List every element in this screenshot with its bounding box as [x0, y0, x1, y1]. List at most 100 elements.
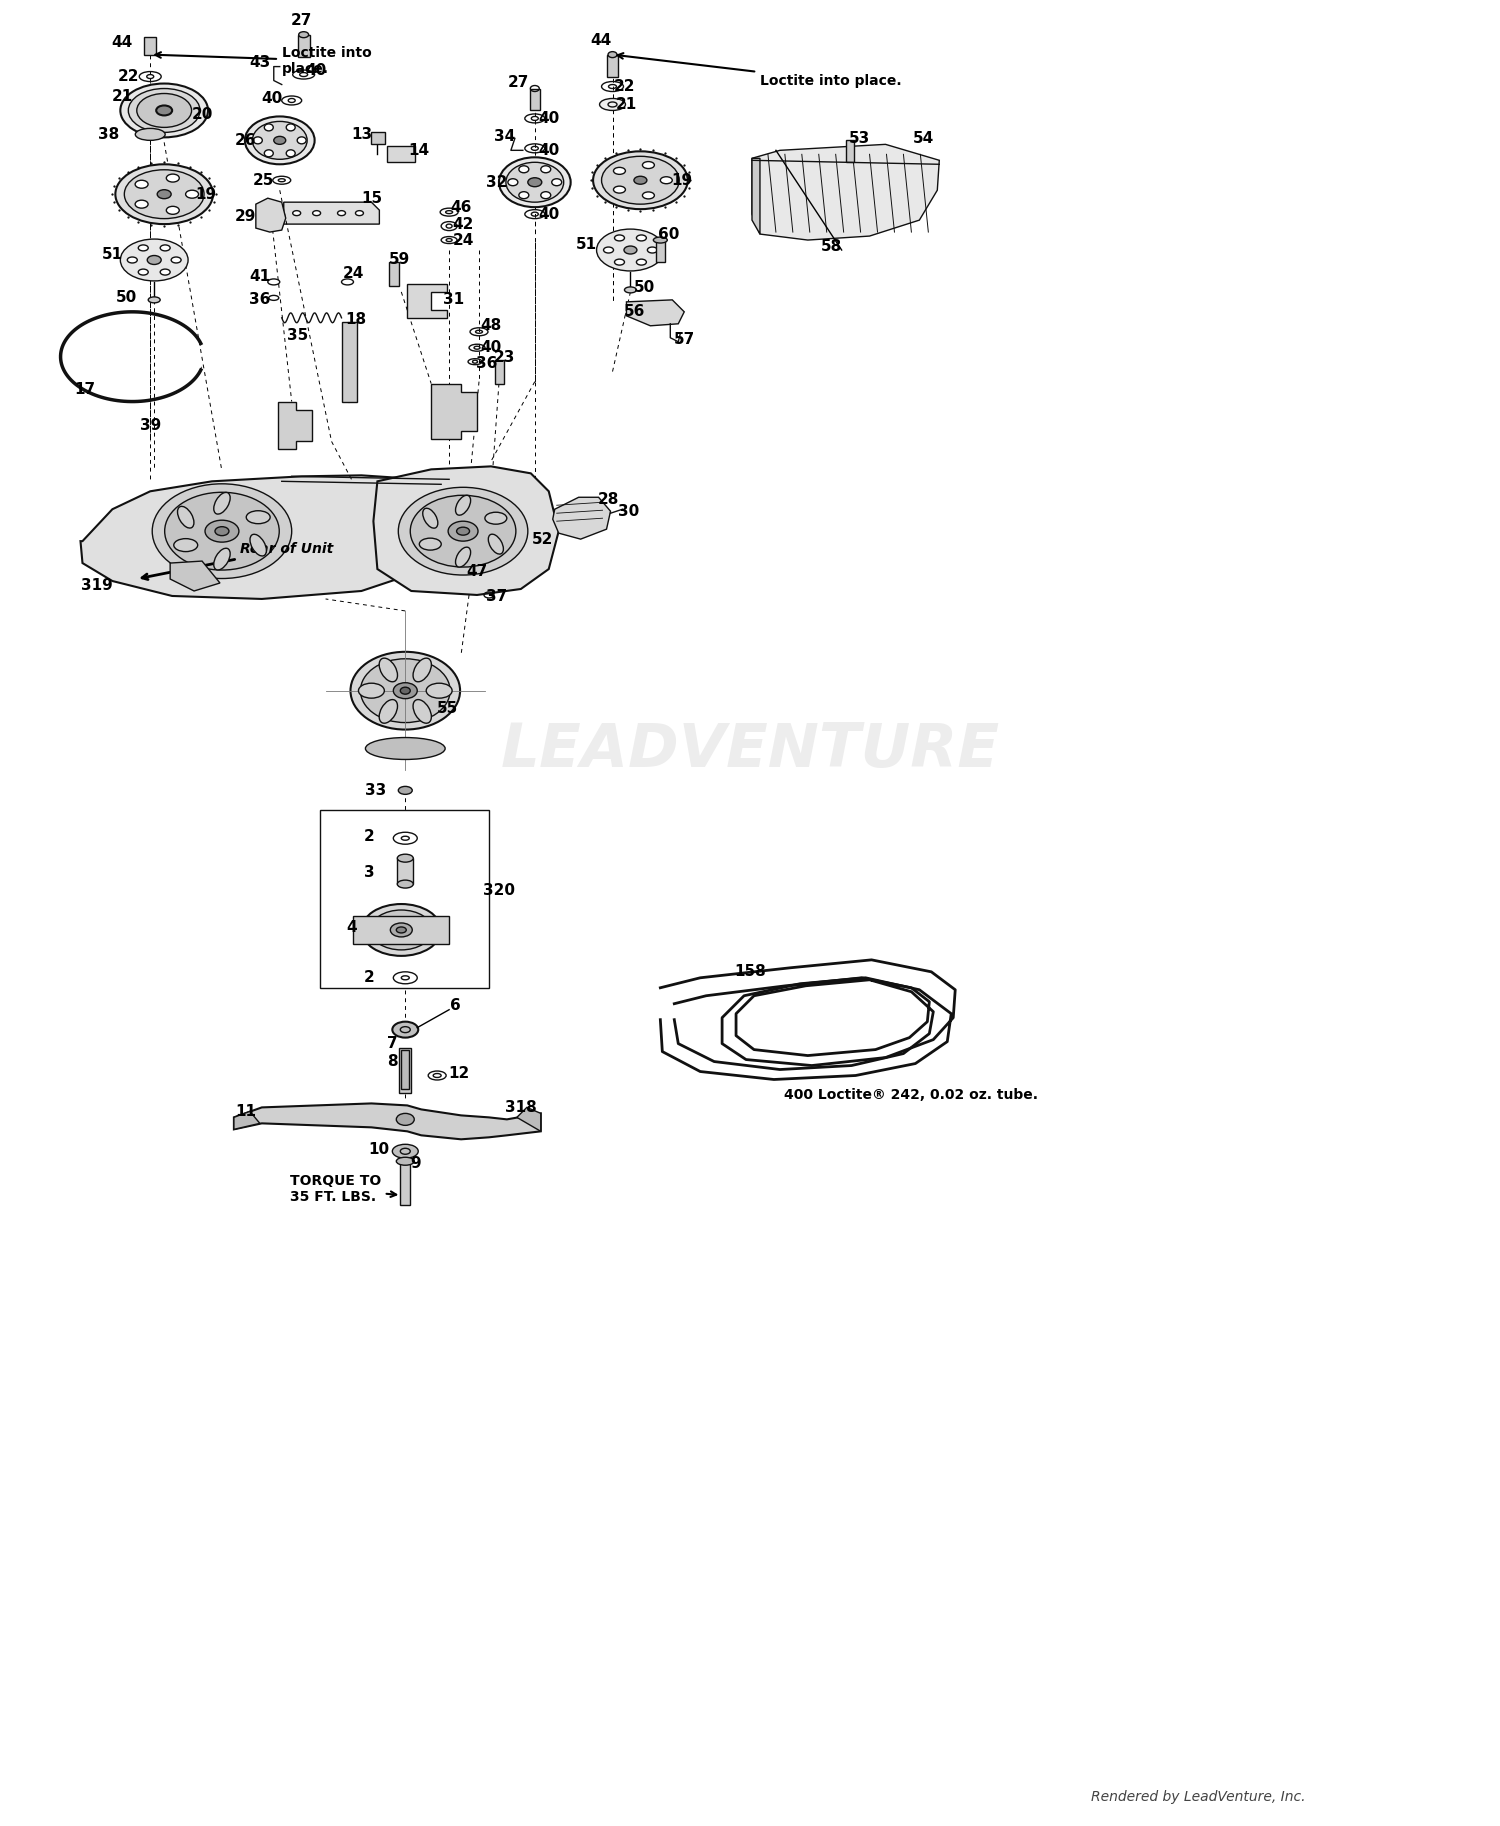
- Text: 36: 36: [249, 292, 270, 307]
- Ellipse shape: [214, 526, 230, 535]
- Text: Loctite into place.: Loctite into place.: [618, 53, 902, 88]
- Ellipse shape: [366, 738, 446, 760]
- Text: 56: 56: [624, 305, 645, 320]
- Text: 23: 23: [494, 351, 516, 365]
- Text: TORQUE TO
35 FT. LBS.: TORQUE TO 35 FT. LBS.: [290, 1174, 396, 1205]
- Text: 21: 21: [111, 89, 134, 104]
- Text: 4: 4: [346, 920, 357, 935]
- Ellipse shape: [413, 657, 432, 681]
- Polygon shape: [234, 1103, 542, 1139]
- Text: 59: 59: [388, 252, 410, 267]
- Ellipse shape: [592, 152, 687, 210]
- Polygon shape: [752, 159, 760, 234]
- Ellipse shape: [448, 520, 478, 540]
- Ellipse shape: [158, 190, 171, 199]
- Ellipse shape: [552, 179, 561, 186]
- Text: 158: 158: [734, 964, 766, 979]
- Ellipse shape: [244, 117, 315, 164]
- Text: 55: 55: [436, 701, 457, 716]
- Ellipse shape: [166, 206, 180, 214]
- Polygon shape: [234, 1112, 260, 1128]
- Ellipse shape: [292, 210, 300, 215]
- Ellipse shape: [264, 150, 273, 157]
- Polygon shape: [430, 383, 477, 440]
- Ellipse shape: [411, 495, 516, 568]
- Bar: [342, 321, 357, 402]
- Text: 36: 36: [477, 356, 498, 371]
- Text: Rear of Unit: Rear of Unit: [142, 542, 333, 579]
- Ellipse shape: [615, 236, 624, 241]
- Text: 47: 47: [466, 564, 488, 579]
- Ellipse shape: [177, 506, 194, 528]
- Ellipse shape: [413, 699, 432, 723]
- Ellipse shape: [356, 210, 363, 215]
- Ellipse shape: [186, 190, 198, 199]
- Polygon shape: [278, 402, 312, 449]
- Ellipse shape: [136, 93, 192, 128]
- Bar: [390, 261, 399, 287]
- Ellipse shape: [148, 298, 160, 303]
- Ellipse shape: [648, 247, 657, 254]
- Text: 11: 11: [236, 1105, 256, 1119]
- Ellipse shape: [165, 493, 279, 570]
- Bar: [372, 131, 386, 144]
- Text: 51: 51: [102, 247, 123, 261]
- Polygon shape: [284, 203, 380, 225]
- Text: 24: 24: [344, 267, 364, 281]
- Ellipse shape: [274, 137, 285, 144]
- Ellipse shape: [423, 508, 438, 528]
- Text: 42: 42: [453, 217, 474, 232]
- Text: 15: 15: [362, 190, 382, 206]
- Polygon shape: [374, 466, 558, 595]
- Text: 26: 26: [236, 133, 256, 148]
- Ellipse shape: [400, 687, 411, 694]
- Text: 17: 17: [74, 382, 94, 396]
- Polygon shape: [81, 475, 448, 599]
- Ellipse shape: [286, 124, 296, 131]
- Ellipse shape: [396, 928, 406, 933]
- Ellipse shape: [206, 520, 238, 542]
- Ellipse shape: [298, 31, 309, 38]
- Text: 46: 46: [450, 199, 472, 215]
- Ellipse shape: [390, 922, 412, 937]
- Ellipse shape: [286, 150, 296, 157]
- Ellipse shape: [396, 1114, 414, 1125]
- Text: 2: 2: [364, 829, 375, 844]
- Ellipse shape: [370, 909, 432, 950]
- Text: 44: 44: [590, 33, 610, 47]
- Ellipse shape: [398, 855, 414, 862]
- Ellipse shape: [624, 247, 638, 254]
- Text: 318: 318: [506, 1099, 537, 1116]
- Ellipse shape: [160, 245, 170, 250]
- Ellipse shape: [135, 128, 165, 141]
- Text: 22: 22: [614, 79, 634, 93]
- Ellipse shape: [636, 259, 646, 265]
- Ellipse shape: [124, 170, 204, 219]
- Text: Loctite into
place.: Loctite into place.: [156, 46, 372, 75]
- Text: 319: 319: [81, 577, 112, 592]
- Ellipse shape: [156, 106, 172, 115]
- Text: 21: 21: [616, 97, 638, 111]
- Text: 48: 48: [480, 318, 501, 334]
- Polygon shape: [552, 497, 610, 539]
- Ellipse shape: [380, 657, 398, 681]
- Ellipse shape: [351, 652, 460, 730]
- Text: 40: 40: [261, 91, 282, 106]
- Ellipse shape: [614, 186, 626, 194]
- Ellipse shape: [160, 268, 170, 276]
- Ellipse shape: [129, 88, 200, 131]
- Polygon shape: [752, 144, 939, 239]
- Polygon shape: [170, 561, 220, 592]
- Ellipse shape: [519, 166, 530, 173]
- Text: Rendered by LeadVenture, Inc.: Rendered by LeadVenture, Inc.: [1090, 1789, 1305, 1804]
- Ellipse shape: [120, 84, 208, 137]
- Text: 34: 34: [495, 130, 516, 144]
- Ellipse shape: [252, 121, 308, 159]
- Text: 9: 9: [410, 1156, 420, 1170]
- Text: 20: 20: [192, 108, 213, 122]
- Text: LEADVENTURE: LEADVENTURE: [501, 721, 999, 780]
- Ellipse shape: [608, 51, 616, 58]
- Ellipse shape: [500, 157, 570, 206]
- Ellipse shape: [542, 166, 550, 173]
- Ellipse shape: [135, 181, 148, 188]
